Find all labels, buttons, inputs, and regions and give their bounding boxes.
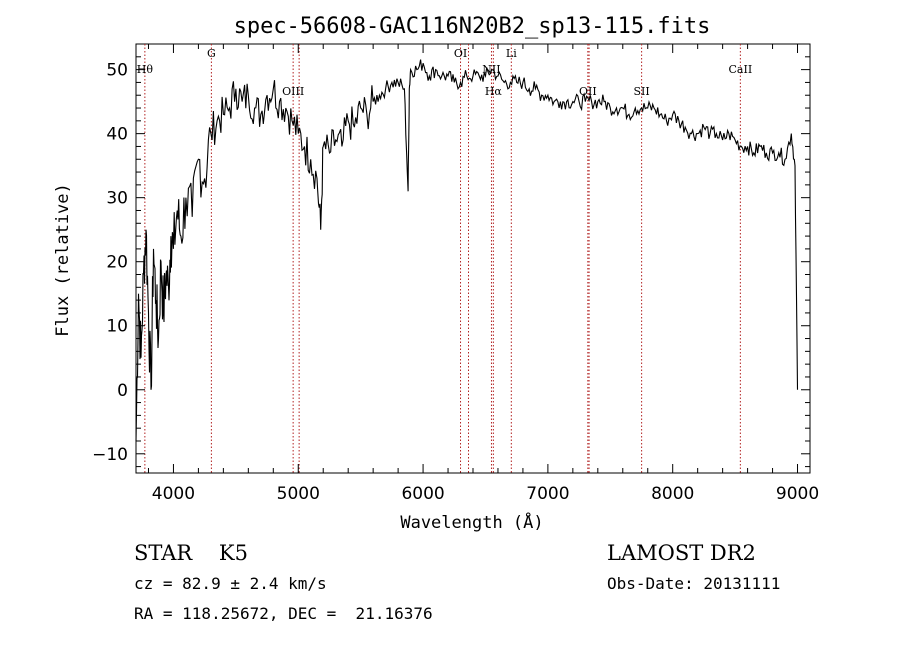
y-tick-label: 20 [106, 253, 128, 273]
spectral-line-label: OII [579, 85, 597, 98]
x-tick-label: 4000 [152, 484, 195, 504]
spectral-line-label: SII [634, 85, 650, 98]
spectrum-line [135, 59, 799, 442]
y-tick-label: −10 [92, 445, 128, 465]
chart-title: spec-56608-GAC116N20B2_sp13-115.fits [234, 14, 711, 39]
spectral-line-label: Hα [485, 85, 503, 98]
line-labels: Hθ G OIII OI NII Hα Li OII SII CaII [137, 47, 752, 98]
y-tick-label: 0 [117, 381, 128, 401]
spectral-line-label: OI [454, 47, 467, 60]
ra-dec: RA = 118.25672, DEC = 21.16376 [134, 604, 433, 623]
spectral-line-label: NII [482, 63, 500, 76]
spectral-lines [144, 44, 741, 473]
y-tick-label: 50 [106, 61, 128, 81]
spectral-line-label: G [207, 47, 216, 60]
spectral-line-label: Hθ [137, 63, 154, 76]
y-tick-label: 40 [106, 125, 128, 145]
obs-date: Obs-Date: 20131111 [607, 574, 781, 593]
spectral-line-label: Li [506, 47, 517, 60]
x-axis-label: Wavelength (Å) [400, 511, 543, 533]
y-tick-label: 30 [106, 189, 128, 209]
x-tick-label: 7000 [526, 484, 569, 504]
y-tick-label: 10 [106, 317, 128, 337]
spectral-line-label: CaII [729, 63, 753, 76]
x-tick-label: 8000 [651, 484, 694, 504]
spectral-line-label: OIII [282, 85, 304, 98]
spectrum-series [135, 59, 799, 442]
x-tick-label: 5000 [277, 484, 320, 504]
survey-name: LAMOST DR2 [607, 541, 756, 565]
axis-ticks: 4000 5000 6000 7000 8000 9000 −10 0 10 20 30 40 50 [92, 43, 819, 504]
x-tick-label: 6000 [401, 484, 444, 504]
redshift-cz: cz = 82.9 ± 2.4 km/s [134, 574, 327, 593]
y-axis-label: Flux (relative) [53, 183, 73, 337]
object-class: STAR K5 [134, 541, 248, 565]
x-tick-label: 9000 [776, 484, 819, 504]
